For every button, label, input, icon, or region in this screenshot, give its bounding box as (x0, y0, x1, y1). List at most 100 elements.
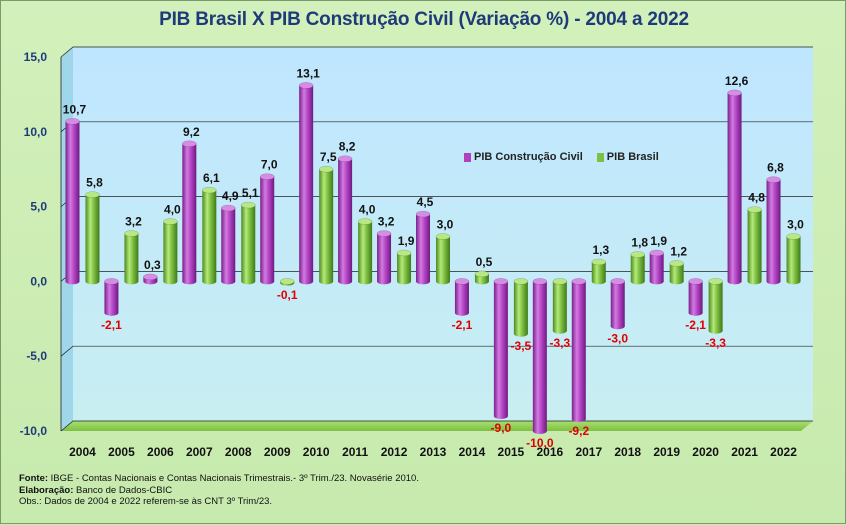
bar-brasil-base (513, 330, 528, 337)
bar-construcao-cap (766, 176, 781, 183)
bar-brasil (630, 251, 645, 285)
x-tick-label: 2018 (614, 445, 641, 459)
data-label-construcao: -9,0 (491, 421, 512, 435)
y-tick-label: 0,0 (30, 274, 47, 288)
bar-brasil-body (552, 281, 567, 331)
bar-construcao-base (571, 416, 586, 423)
data-label-brasil: 1,9 (398, 234, 415, 248)
bar-brasil-cap (279, 278, 295, 285)
bar-brasil-body (630, 254, 645, 282)
bar-construcao (104, 278, 119, 316)
bar-construcao-cap (337, 155, 353, 162)
bar-construcao-base (377, 278, 392, 285)
x-tick-label: 2014 (459, 445, 486, 459)
data-label-construcao: 6,8 (767, 161, 784, 175)
bar-brasil-body (708, 281, 723, 331)
data-label-construcao: 4,5 (417, 195, 434, 209)
bar-construcao-body (727, 92, 742, 282)
legend-item-brasil: PIB Brasil (596, 151, 659, 163)
bar-construcao-base (766, 278, 781, 285)
bar-construcao (688, 278, 703, 316)
x-tick-label: 2012 (381, 445, 408, 459)
bar-construcao-body (338, 158, 353, 282)
data-label-brasil: 1,3 (592, 243, 609, 257)
bar-construcao-cap (688, 278, 703, 285)
bar-construcao-cap (454, 278, 470, 285)
bar-construcao-body (649, 252, 664, 282)
data-label-brasil: 5,1 (242, 186, 259, 200)
data-label-brasil: -3,3 (705, 336, 726, 350)
bar-brasil-base (552, 327, 567, 334)
data-label-brasil: 3,2 (125, 215, 142, 229)
footer-fonte: Fonte: IBGE - Contas Nacionais e Contas … (19, 473, 419, 485)
data-label-brasil: 6,1 (203, 171, 220, 185)
data-label-brasil: 4,0 (164, 203, 181, 217)
y-tick-label: -5,0 (26, 349, 47, 363)
x-tick-label: 2011 (342, 445, 368, 459)
data-label-brasil: -3,5 (511, 339, 532, 353)
data-label-construcao: -3,0 (607, 331, 628, 345)
bar-brasil (552, 278, 568, 334)
bar-construcao-cap (727, 89, 742, 97)
bar-brasil-base (669, 278, 684, 285)
data-label-brasil: 1,8 (631, 235, 648, 249)
bar-brasil (474, 270, 490, 285)
legend-swatch-purple (464, 152, 471, 162)
data-label-brasil: 0,5 (476, 255, 493, 269)
bar-construcao-base (182, 278, 197, 285)
bar-construcao-base (688, 309, 703, 316)
bar-brasil (85, 191, 100, 285)
bar-brasil-base (747, 278, 762, 285)
data-label-construcao: -10,0 (526, 436, 554, 450)
data-label-construcao: 4,9 (222, 189, 239, 203)
bar-brasil-cap (630, 251, 645, 258)
bar-construcao (143, 273, 158, 285)
bar-brasil-cap (241, 201, 256, 209)
bar-brasil-base (202, 278, 217, 285)
bar-construcao (727, 89, 742, 285)
bar-construcao-body (260, 176, 275, 282)
data-label-brasil: 3,0 (787, 218, 804, 232)
bar-brasil-base (319, 278, 334, 285)
bar-construcao-base (727, 278, 742, 285)
bar-construcao-body (377, 233, 392, 282)
bar-brasil-body (163, 221, 178, 282)
bar-brasil-body (436, 236, 450, 282)
bar-construcao-cap (571, 278, 587, 285)
bar-construcao-cap (221, 204, 236, 212)
data-label-brasil: -0,1 (277, 288, 298, 302)
bar-brasil (513, 278, 529, 337)
bar-construcao-cap (104, 278, 119, 285)
bar-construcao (221, 204, 236, 285)
bar-brasil-base (397, 278, 412, 285)
data-label-construcao: -9,2 (568, 424, 589, 438)
bar-brasil-body (397, 252, 412, 282)
data-label-construcao: 13,1 (296, 66, 320, 80)
data-label-brasil: 3,0 (437, 218, 454, 232)
legend-label-construcao: PIB Construção Civil (474, 151, 583, 163)
bar-construcao (454, 278, 470, 316)
bar-brasil-base (786, 278, 801, 285)
bar-construcao-cap (415, 210, 431, 218)
bar-construcao (376, 230, 392, 285)
x-tick-label: 2010 (303, 445, 330, 459)
bar-brasil (435, 233, 451, 285)
bar-construcao-body (182, 143, 197, 282)
bar-brasil-body (474, 273, 489, 282)
data-label-brasil: 1,2 (670, 244, 687, 258)
bar-construcao (415, 210, 431, 285)
bar-brasil-cap (435, 233, 451, 240)
y-tick-label: -10,0 (20, 424, 48, 438)
chart-title: PIB Brasil X PIB Construção Civil (Varia… (159, 9, 689, 30)
bar-construcao (532, 278, 548, 434)
data-label-construcao: 7,0 (261, 158, 278, 172)
bar-brasil-body (513, 281, 528, 334)
bar-brasil-body (85, 194, 100, 282)
bar-brasil-base (163, 278, 178, 285)
data-label-brasil: 7,5 (320, 150, 337, 164)
data-label-brasil: 5,8 (86, 176, 103, 190)
bar-construcao-cap (298, 82, 314, 89)
bar-brasil-cap (85, 191, 100, 198)
footer-fonte-label: Fonte: (19, 473, 49, 484)
